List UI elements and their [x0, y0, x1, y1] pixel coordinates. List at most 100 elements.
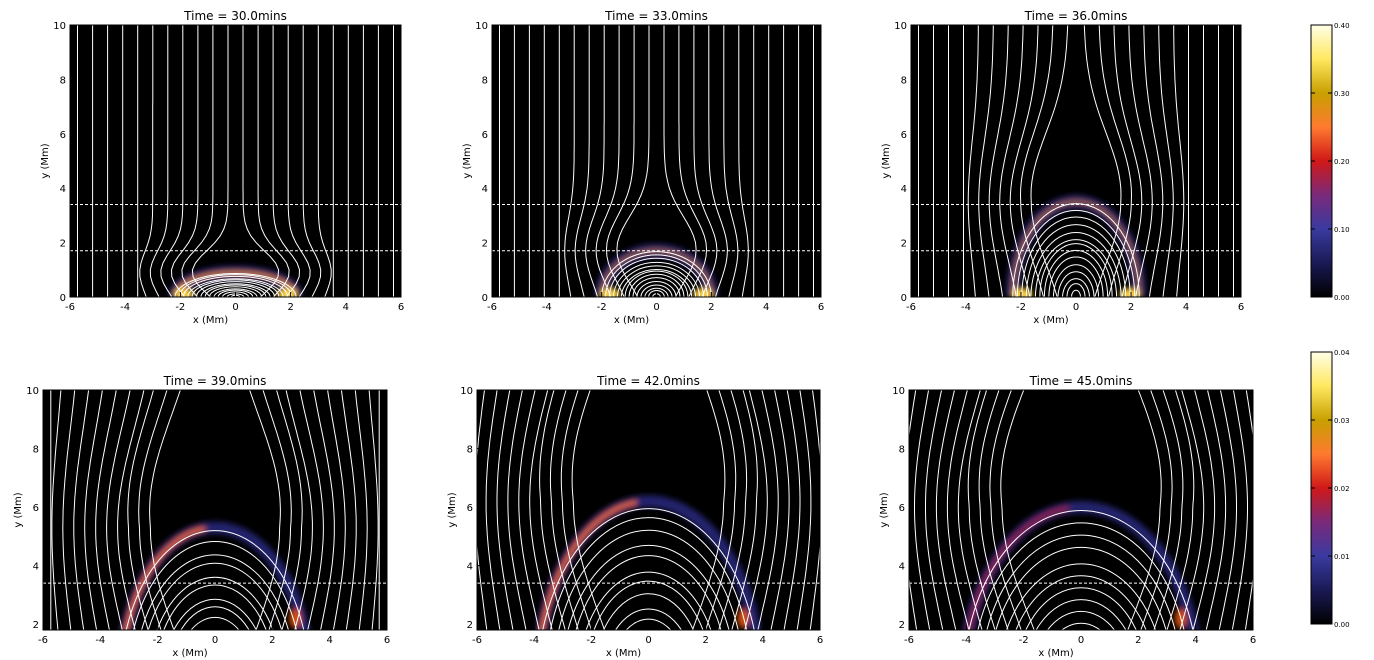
x-tick-label: -2 [153, 635, 163, 646]
closed-field-line [603, 593, 694, 630]
open-field-line [160, 25, 184, 297]
open-field-line [340, 390, 357, 630]
x-tick-label: -6 [904, 635, 914, 646]
x-tick-label: 6 [1250, 635, 1256, 646]
open-field-line [1140, 390, 1173, 630]
open-field-line [1231, 390, 1248, 630]
y-tick-label: 8 [899, 445, 905, 456]
closed-field-line [640, 284, 673, 297]
plot-area [909, 390, 1269, 630]
open-field-line [585, 25, 605, 297]
plot-area [492, 25, 821, 297]
y-tick-label: 6 [899, 503, 905, 514]
closed-field-line [558, 529, 739, 630]
x-tick-label: 2 [269, 635, 275, 646]
open-field-line [595, 25, 620, 297]
open-field-line [909, 390, 918, 630]
closed-field-line [213, 288, 258, 297]
closed-field-line [1025, 587, 1137, 630]
open-field-line [914, 390, 931, 630]
plot-background [911, 25, 1241, 297]
y-tick-label: 2 [901, 239, 907, 250]
open-field-line [809, 390, 820, 630]
open-field-line [1173, 25, 1185, 297]
open-field-line [507, 390, 527, 630]
y-axis-label: y (Mm) [881, 143, 892, 178]
y-axis-label: y (Mm) [447, 492, 458, 527]
open-field-line [1098, 25, 1133, 297]
open-field-line [302, 25, 322, 297]
panel-title: Time = 45.0mins [1029, 374, 1133, 388]
closed-field-line [173, 598, 257, 630]
closed-field-line [648, 290, 665, 297]
colorbar-tick-label: 0.01 [1334, 553, 1350, 561]
y-tick-label: 6 [467, 503, 473, 514]
open-field-line [925, 390, 944, 630]
colorbar-tick-label: 0.04 [1334, 349, 1350, 357]
colorbar-tick-label: 0.00 [1334, 294, 1350, 302]
x-tick-label: 6 [818, 302, 824, 313]
x-tick-label: 6 [1238, 302, 1244, 313]
open-field-line [663, 25, 697, 297]
open-field-line [51, 390, 62, 630]
x-tick-label: 4 [326, 635, 332, 646]
x-tick-label: 0 [653, 302, 659, 313]
open-field-line [1166, 390, 1195, 630]
open-field-line [191, 25, 229, 297]
closed-field-line [208, 286, 263, 297]
open-field-line [946, 390, 970, 630]
open-field-line [1128, 25, 1153, 297]
plot-area [911, 25, 1241, 297]
open-field-line [529, 390, 553, 630]
open-field-line [149, 25, 169, 297]
closed-field-line [178, 274, 293, 297]
x-tick-label: -4 [961, 302, 971, 313]
closed-field-line [585, 571, 712, 630]
field-lines [50, 390, 380, 630]
open-field-line [276, 390, 303, 630]
open-field-line [796, 390, 812, 630]
closed-field-line [174, 273, 297, 297]
colorbar-tick-label: 0.20 [1334, 158, 1350, 166]
x-tick-label: 0 [645, 635, 651, 646]
open-field-line [242, 25, 280, 297]
open-field-line [1244, 390, 1253, 630]
open-field-line [272, 25, 301, 297]
open-field-line [708, 25, 728, 297]
y-tick-label: 4 [467, 562, 473, 573]
open-field-line [1030, 25, 1069, 297]
closed-field-line [567, 544, 730, 630]
open-field-line [999, 25, 1024, 297]
y-tick-label: 8 [901, 75, 907, 86]
x-tick-label: 2 [1128, 302, 1134, 313]
closed-field-line [616, 265, 697, 297]
x-tick-label: 0 [1078, 635, 1084, 646]
emission-rim [172, 270, 299, 297]
closed-field-line [1047, 610, 1115, 630]
open-field-line [1258, 390, 1269, 630]
emission-footpoint-right [289, 608, 302, 629]
y-axis-label: y (Mm) [462, 143, 473, 178]
open-field-line [757, 390, 779, 630]
field-lines [499, 25, 814, 297]
open-field-line [73, 390, 90, 630]
x-tick-label: -4 [120, 302, 130, 313]
y-tick-label: 6 [482, 130, 488, 141]
open-field-line [967, 25, 979, 297]
y-tick-label: 8 [60, 75, 66, 86]
colorbar-cb2: 0.04 0.03 0.02 0.01 0.00 [1310, 349, 1350, 629]
plot-area [477, 390, 820, 630]
closed-field-line [1015, 575, 1147, 630]
y-tick-label: 2 [482, 239, 488, 250]
closed-field-line [986, 534, 1176, 630]
closed-field-line [614, 608, 683, 630]
closed-field-line [644, 287, 669, 297]
open-field-line [692, 390, 726, 630]
x-tick-label: -2 [586, 635, 596, 646]
x-tick-label: 2 [702, 635, 708, 646]
x-tick-label: -4 [95, 635, 105, 646]
open-field-line [262, 390, 292, 630]
open-field-line [1179, 390, 1205, 630]
open-field-line [1113, 25, 1143, 297]
open-field-line [549, 390, 579, 630]
